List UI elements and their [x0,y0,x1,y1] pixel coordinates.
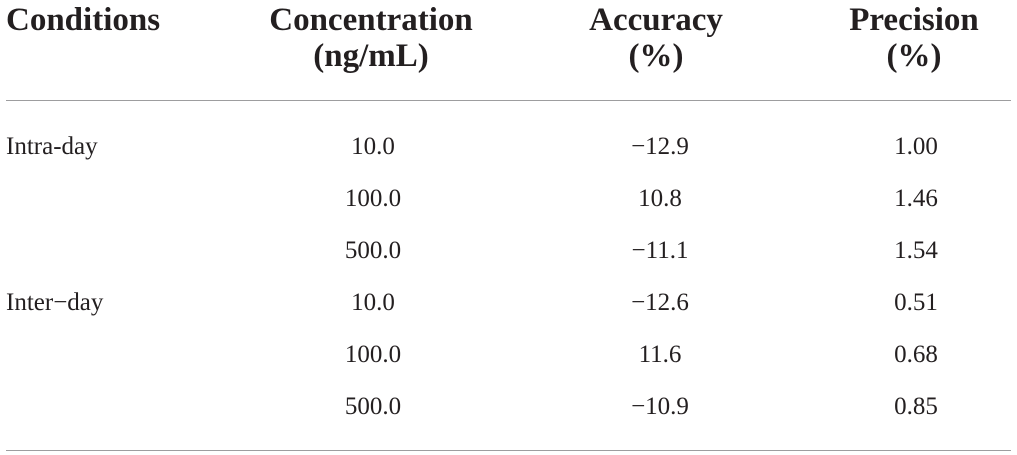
header-precision-line1: Precision [849,2,979,38]
cell-precision: 1.46 [894,185,938,212]
cell-concentration: 500.0 [344,393,402,420]
cell-condition: Inter−day [6,289,104,316]
table-bottom-rule [6,450,1011,451]
cell-precision: 0.85 [894,393,938,420]
cell-precision: 0.51 [894,289,938,316]
cell-concentration: 10.0 [351,289,395,316]
table-row: 100.0 11.6 0.68 [6,335,1011,375]
header-accuracy-line1: Accuracy [589,2,723,38]
cell-concentration: 100.0 [344,185,402,212]
header-concentration: Concentration (ng/mL) [251,2,491,74]
table-row: Inter−day 10.0 −12.6 0.51 [6,283,1011,323]
cell-accuracy: −12.6 [631,289,689,316]
cell-concentration: 500.0 [344,237,402,264]
table-row: Intra-day 10.0 −12.9 1.00 [6,127,1011,167]
header-conditions: Conditions [6,2,161,38]
cell-condition: Intra-day [6,133,98,160]
cell-accuracy: 11.6 [638,341,682,368]
header-accuracy-line2: (%) [628,38,684,74]
header-accuracy: Accuracy (%) [556,2,756,74]
cell-concentration: 100.0 [344,341,402,368]
cell-accuracy: 10.8 [638,185,682,212]
header-precision: Precision (%) [814,2,1014,74]
cell-precision: 1.00 [894,133,938,160]
cell-accuracy: −12.9 [631,133,689,160]
data-table: Conditions Concentration (ng/mL) Accurac… [6,0,1011,455]
table-header: Conditions Concentration (ng/mL) Accurac… [6,0,1011,100]
cell-accuracy: −11.1 [631,237,689,264]
cell-precision: 0.68 [894,341,938,368]
cell-accuracy: −10.9 [631,393,689,420]
table-row: 100.0 10.8 1.46 [6,179,1011,219]
table-row: 500.0 −10.9 0.85 [6,387,1011,427]
cell-concentration: 10.0 [351,133,395,160]
header-precision-line2: (%) [886,38,942,74]
cell-precision: 1.54 [894,237,938,264]
header-divider [6,100,1011,101]
header-concentration-line1: Concentration [269,2,473,38]
table-row: 500.0 −11.1 1.54 [6,231,1011,271]
header-concentration-line2: (ng/mL) [313,38,429,74]
